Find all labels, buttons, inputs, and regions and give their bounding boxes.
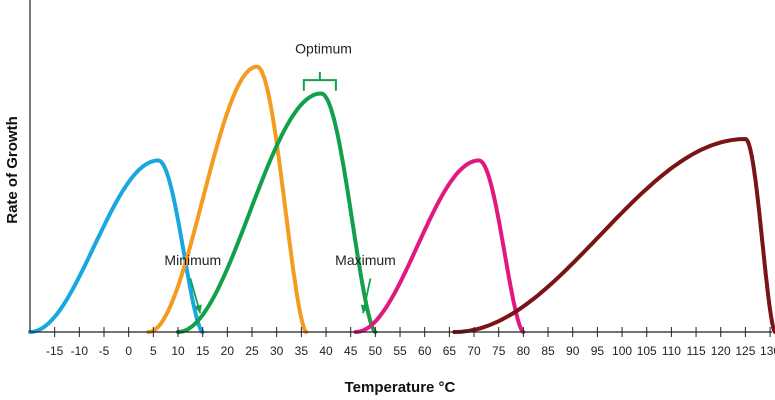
x-tick-label: 25 bbox=[245, 344, 259, 358]
x-tick-label: 50 bbox=[369, 344, 383, 358]
series-curve-5 bbox=[452, 136, 775, 334]
x-tick-label: 40 bbox=[319, 344, 333, 358]
minimum-arrow-head bbox=[194, 304, 202, 314]
x-tick-label: 95 bbox=[591, 344, 605, 358]
x-tick-label: 125 bbox=[735, 344, 755, 358]
x-tick-label: 20 bbox=[221, 344, 235, 358]
x-tick-label: 120 bbox=[711, 344, 731, 358]
optimum-bracket bbox=[302, 72, 337, 91]
x-tick-label: 75 bbox=[492, 344, 506, 358]
x-tick-label: 15 bbox=[196, 344, 210, 358]
x-tick-label: 60 bbox=[418, 344, 432, 358]
x-tick-label: 130 bbox=[760, 344, 775, 358]
annotations: Optimum Minimum Maximum bbox=[164, 40, 396, 314]
series-curve-4 bbox=[353, 158, 526, 334]
x-tick-label: 110 bbox=[662, 344, 681, 358]
series-curve-1 bbox=[28, 158, 205, 334]
x-tick-label: -5 bbox=[99, 344, 110, 358]
x-tick-label: 115 bbox=[686, 344, 705, 358]
x-tick-label: 0 bbox=[125, 344, 132, 358]
x-tick-label: 105 bbox=[637, 344, 657, 358]
x-tick-label: 5 bbox=[150, 344, 157, 358]
annotation-optimum-label: Optimum bbox=[295, 40, 352, 56]
x-tick-label: 90 bbox=[566, 344, 580, 358]
y-axis-title: Rate of Growth bbox=[4, 116, 21, 224]
x-tick-label: 30 bbox=[270, 344, 284, 358]
x-tick-label: 65 bbox=[443, 344, 457, 358]
series-curve-3 bbox=[176, 91, 378, 334]
annotation-maximum-label: Maximum bbox=[335, 252, 396, 268]
x-tick-label: -15 bbox=[46, 344, 64, 358]
x-axis: -15 -10 -5 0 5 10 15 20 25 30 35 40 45 50 55 60 65 70 75 80… bbox=[29, 0, 775, 358]
x-tick-label: -10 bbox=[71, 344, 89, 358]
x-tick-label: 80 bbox=[517, 344, 531, 358]
x-tick-label: 35 bbox=[295, 344, 309, 358]
x-tick-label: 70 bbox=[467, 344, 481, 358]
x-tick-label: 100 bbox=[612, 344, 632, 358]
x-tick-label: 55 bbox=[393, 344, 407, 358]
x-tick-label: 10 bbox=[171, 344, 185, 358]
plot-curves bbox=[28, 64, 775, 334]
x-tick-label: 85 bbox=[541, 344, 555, 358]
series-curve-2 bbox=[146, 64, 309, 334]
x-axis-title: Temperature °C bbox=[345, 379, 456, 396]
annotation-minimum-label: Minimum bbox=[164, 252, 221, 268]
maximum-arrow-head bbox=[360, 304, 369, 314]
x-tick-label: 45 bbox=[344, 344, 358, 358]
